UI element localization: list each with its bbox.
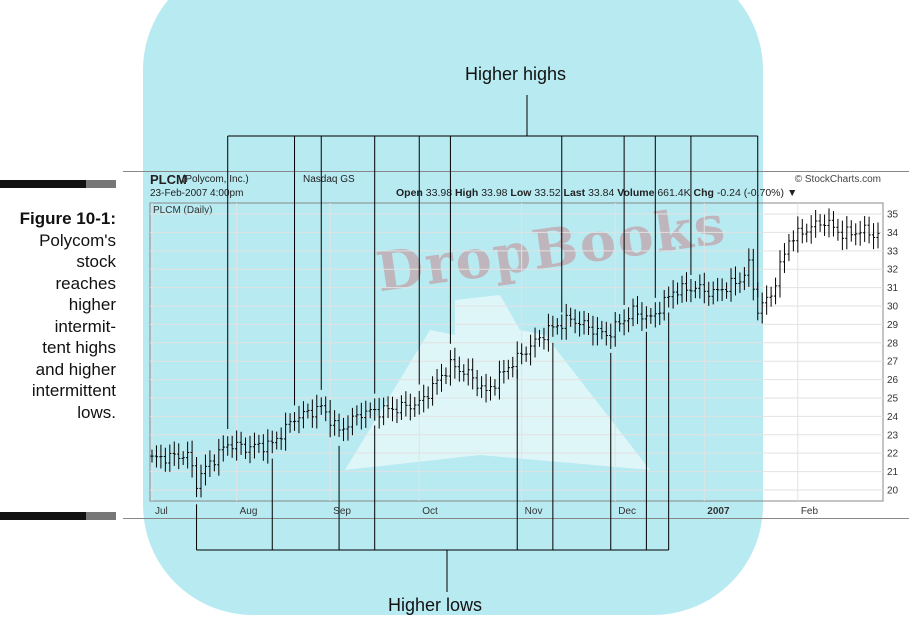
caption-line: intermit-	[54, 316, 116, 336]
y-tick-label: 27	[887, 357, 899, 368]
x-tick-label: Feb	[801, 506, 819, 517]
plot-area-border	[149, 202, 884, 502]
caption-line: tent highs	[42, 338, 116, 357]
change-value: -0.24 (-0.70%)	[716, 187, 785, 199]
y-tick-label: 28	[887, 338, 899, 349]
chart-frame	[123, 171, 909, 519]
y-tick-label: 21	[887, 467, 899, 478]
y-tick-label: 29	[887, 320, 899, 331]
caption-line: Polycom's	[39, 230, 116, 250]
y-tick-label: 35	[887, 210, 899, 221]
x-axis: Jul Aug Sep Oct Nov Dec 2007 Feb	[155, 506, 818, 517]
x-tick-label: Sep	[333, 506, 351, 517]
last-label: Last	[563, 187, 586, 199]
gridlines	[150, 203, 883, 501]
copyright-notice: © StockCharts.com	[794, 174, 881, 185]
y-tick-label: 20	[887, 485, 899, 496]
figure-caption: Figure 10-1: Polycom's stock reaches hig…	[0, 208, 116, 423]
higher-highs-label: Higher highs	[465, 64, 567, 84]
quote-date: 23-Feb-2007 4:00pm	[150, 188, 244, 199]
x-tick-label: Jul	[155, 506, 168, 517]
plot-title: PLCM (Daily)	[153, 205, 213, 216]
high-value: 33.98	[481, 187, 508, 199]
y-tick-label: 34	[887, 228, 899, 239]
caption-rule-bottom	[0, 512, 116, 520]
ticker-symbol: PLCM	[150, 172, 187, 187]
low-value: 33.52	[534, 187, 561, 199]
y-tick-label: 31	[887, 283, 899, 294]
y-tick-label: 22	[887, 449, 899, 460]
y-tick-label: 24	[887, 412, 899, 423]
exchange-name: Nasdaq GS	[303, 174, 355, 185]
y-tick-label: 25	[887, 393, 899, 404]
caption-rule-top	[0, 180, 116, 188]
x-tick-label: Nov	[525, 506, 543, 517]
high-label: High	[454, 187, 479, 199]
caption-rule-bottom-accent	[86, 512, 116, 520]
caption-line: stock	[76, 252, 116, 271]
y-tick-label: 23	[887, 430, 899, 441]
down-arrow-icon: ▼	[786, 187, 798, 199]
change-label: Chg	[693, 187, 714, 199]
caption-line: reaches	[55, 273, 116, 293]
x-tick-label: Dec	[618, 506, 636, 517]
y-tick-label: 30	[887, 302, 899, 313]
figure-label: Figure 10-1:	[19, 209, 116, 228]
x-tick-label: Aug	[240, 506, 258, 517]
low-label: Low	[510, 187, 532, 199]
volume-label: Volume	[617, 187, 655, 199]
caption-rule-top-accent	[86, 180, 116, 188]
company-name: (Polycom, Inc.)	[182, 174, 249, 185]
volume-value: 661.4K	[657, 187, 691, 199]
caption-line: intermittent	[31, 381, 116, 400]
caption-line: lows.	[77, 402, 116, 422]
annotation-lines	[196, 95, 759, 592]
higher-lows-label: Higher lows	[388, 595, 483, 615]
y-tick-label: 33	[887, 246, 899, 257]
caption-line: and higher	[35, 359, 116, 379]
open-label: Open	[396, 187, 423, 199]
y-axis: 20 21 22 23 24 25 26 27 28 29 30 31 32 33 34 35	[887, 210, 899, 497]
caption-line: higher	[68, 295, 116, 314]
x-tick-label: 2007	[707, 506, 730, 517]
quote-summary: Open 33.98 High 33.98 Low 33.52 Last 33.…	[396, 187, 797, 199]
y-tick-label: 26	[887, 375, 899, 386]
y-tick-label: 32	[887, 265, 899, 276]
x-tick-label: Oct	[422, 506, 438, 517]
price-bars	[150, 208, 880, 498]
last-value: 33.84	[588, 187, 615, 199]
open-value: 33.98	[425, 187, 453, 199]
